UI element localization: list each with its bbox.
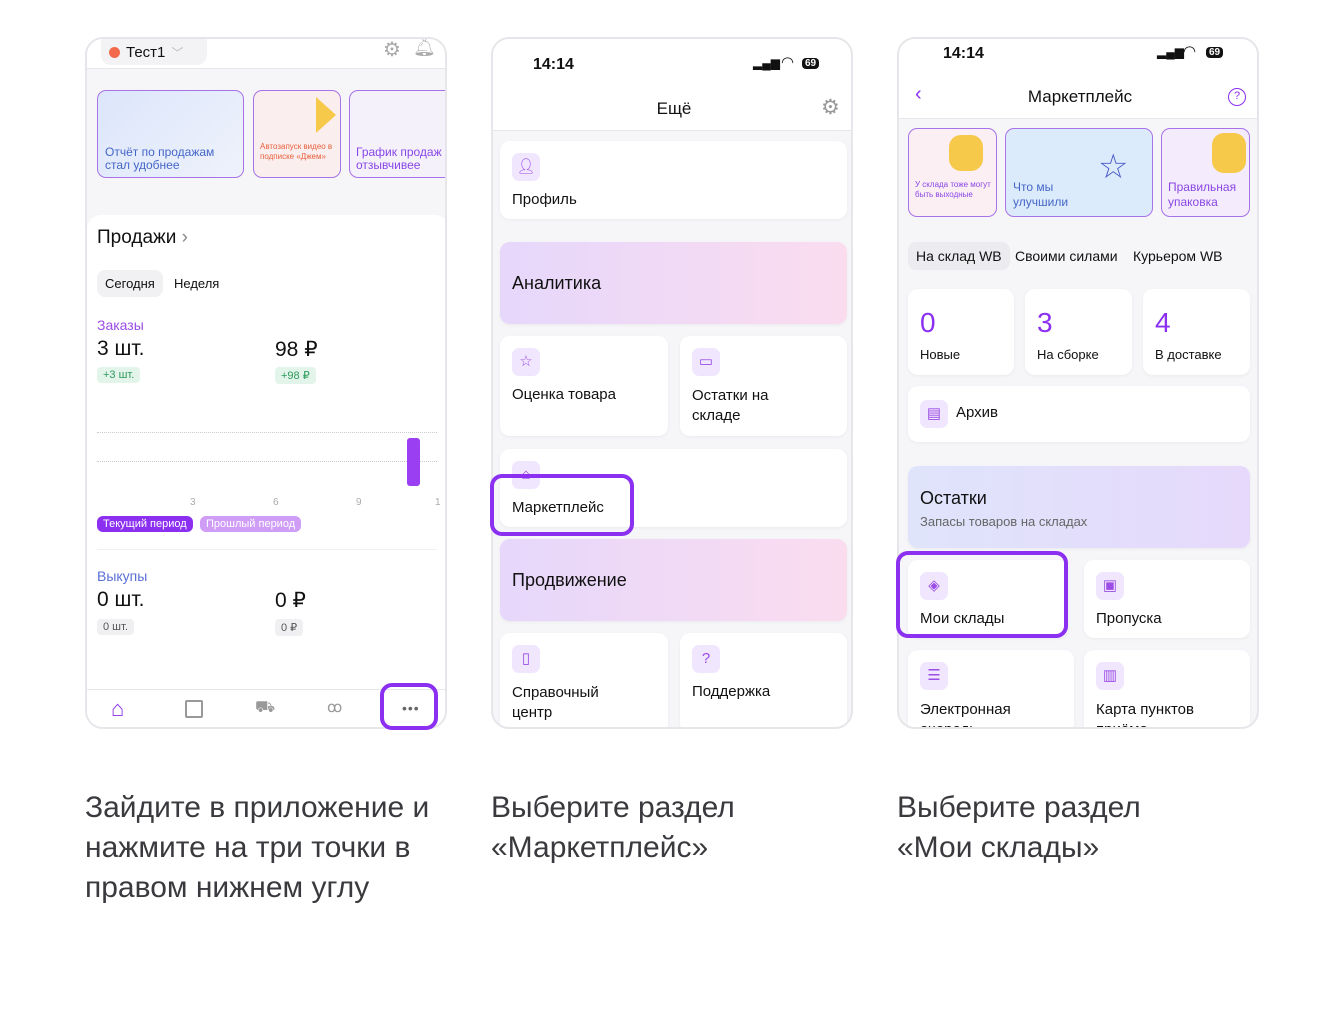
- signal-icon: ▂▄▆: [753, 56, 780, 70]
- banner-weekends[interactable]: У склада тоже могут быть выходные: [908, 128, 997, 217]
- tab-today[interactable]: Сегодня: [97, 270, 163, 297]
- stat-new[interactable]: 0 Новые: [908, 289, 1014, 375]
- bag-icon[interactable]: [185, 700, 203, 718]
- gear-icon[interactable]: ⚙: [821, 96, 840, 119]
- bell-icon[interactable]: 🔔︎: [413, 37, 436, 57]
- banner-autoplay[interactable]: Автозапуск видео в подписке «Джем»: [253, 90, 341, 178]
- tick-label: 6: [273, 497, 279, 508]
- chevron-down-icon: ﹀: [171, 45, 184, 60]
- highlight-more-button: [380, 683, 438, 730]
- page-title: Ещё: [656, 99, 692, 118]
- tab-to-wb-warehouse[interactable]: На склад WB: [908, 242, 1010, 270]
- tick-label: 3: [190, 497, 196, 508]
- banner-sales-report[interactable]: Отчёт по продажам стал удобнее: [97, 90, 244, 178]
- user-icon: 👤︎: [512, 153, 540, 181]
- menu-support[interactable]: ? Поддержка: [680, 633, 847, 727]
- clipboard-icon: ▣: [1096, 572, 1124, 600]
- page-title: Маркетплейс: [1027, 87, 1133, 106]
- orders-count-delta: +3 шт.: [97, 367, 141, 383]
- stat-delivery[interactable]: 4 В доставке: [1143, 289, 1250, 375]
- menu-stock[interactable]: Остатки Запасы товаров на складах: [908, 466, 1250, 548]
- buyouts-count-delta: 0 шт.: [97, 619, 134, 635]
- menu-promotion[interactable]: Продвижение: [500, 539, 847, 621]
- buyouts-count: 0 шт.: [97, 588, 145, 611]
- question-icon: ?: [692, 645, 720, 673]
- back-icon[interactable]: ‹: [915, 83, 922, 105]
- list-icon: ☰: [920, 662, 948, 690]
- phone-more-screen: 14:14 ▂▄▆ ◠ 69 Ещё ⚙ 👤︎ Профиль Аналитик…: [491, 37, 853, 729]
- wifi-icon: ◠: [1183, 43, 1197, 60]
- status-dot-icon: [109, 46, 120, 58]
- menu-stock[interactable]: ▭ Остатки на складе: [680, 336, 847, 436]
- help-icon[interactable]: ?: [1228, 88, 1246, 106]
- orders-sum: 98 ₽: [275, 338, 318, 361]
- caption-step-2: Выберите раздел «Маркетплейс»: [491, 791, 735, 864]
- tab-wb-courier[interactable]: Курьером WB: [1133, 248, 1223, 264]
- sales-title[interactable]: Продажи ›: [97, 227, 188, 248]
- truck-icon[interactable]: ⛟: [255, 699, 276, 716]
- tick-label: 9: [356, 497, 362, 508]
- caption-step-3: Выберите раздел «Мои склады»: [897, 791, 1141, 864]
- menu-archive[interactable]: ▤ Архив: [908, 386, 1250, 442]
- caption-step-1: Зайдите в приложение и нажмите на три то…: [85, 791, 430, 904]
- menu-passes[interactable]: ▣ Пропуска: [1084, 560, 1250, 638]
- tab-own-delivery[interactable]: Своими силами: [1015, 248, 1118, 264]
- more-icon[interactable]: •••: [402, 700, 420, 716]
- buyouts-label: Выкупы: [97, 568, 148, 584]
- battery-icon: 69: [802, 58, 820, 69]
- menu-my-warehouses[interactable]: ◈ Мои склады: [908, 560, 1068, 638]
- menu-pickup-map[interactable]: ▥ Карта пунктов приёма: [1084, 650, 1250, 727]
- tab-week[interactable]: Неделя: [174, 276, 220, 291]
- highlight-marketplace: [490, 474, 634, 536]
- layers-icon: ◈: [920, 572, 948, 600]
- banner-sales-chart[interactable]: График продаж стал отзывчивее: [349, 90, 445, 178]
- map-icon: ▥: [1096, 662, 1124, 690]
- banner-packaging[interactable]: Правильная упаковка: [1161, 128, 1250, 217]
- menu-help-center[interactable]: ▯ Справочный центр: [500, 633, 668, 727]
- phone-marketplace-screen: 14:14 ▂▄▆ ◠ 69 ‹ Маркетплейс ? У склада …: [897, 37, 1259, 729]
- stat-assembly[interactable]: 3 На сборке: [1025, 289, 1132, 375]
- banner-improvements[interactable]: ☆ Что мы улучшили: [1005, 128, 1153, 217]
- gear-icon[interactable]: ⚙: [383, 39, 401, 61]
- shop-name: Тест1: [126, 43, 166, 61]
- home-icon[interactable]: ⌂: [111, 696, 125, 721]
- menu-electronic-queue[interactable]: ☰ Электронная очередь: [908, 650, 1074, 727]
- star-icon: ☆: [512, 348, 540, 376]
- bottom-nav: ⌂ ⛟ ꝏ •••: [87, 689, 445, 727]
- folder-icon: ▭: [692, 348, 720, 376]
- wifi-icon: ◠: [781, 54, 795, 71]
- book-icon: ▯: [512, 645, 540, 673]
- archive-icon: ▤: [920, 400, 948, 428]
- buyouts-sum: 0 ₽: [275, 589, 306, 612]
- buyouts-sum-delta: 0 ₽: [275, 619, 304, 636]
- shop-selector[interactable]: Тест1 ﹀: [101, 39, 207, 65]
- chart-bar: [407, 438, 420, 486]
- highlight-my-warehouses: [896, 551, 1068, 638]
- menu-rating[interactable]: ☆ Оценка товара: [500, 336, 668, 436]
- signal-icon: ▂▄▆: [1157, 45, 1184, 59]
- phone-home-screen: Тест1 ﹀ ⚙ 🔔︎ Отчёт по продажам стал удоб…: [85, 37, 447, 729]
- orders-sum-delta: +98 ₽: [275, 367, 316, 384]
- star-icon: ☆: [1098, 148, 1129, 186]
- users-icon[interactable]: ꝏ: [327, 699, 343, 716]
- sales-panel: Продажи › Сегодня Неделя Заказы 3 шт. 98…: [87, 215, 445, 727]
- legend-current[interactable]: Текущий период: [97, 516, 193, 532]
- orders-label: Заказы: [97, 317, 144, 333]
- legend-previous[interactable]: Прошлый период: [200, 516, 302, 532]
- grid-line: [97, 432, 437, 433]
- menu-analytics[interactable]: Аналитика: [500, 242, 847, 324]
- status-time: 14:14: [533, 56, 574, 73]
- battery-icon: 69: [1206, 47, 1224, 58]
- tick-label: 1: [435, 497, 441, 508]
- status-time: 14:14: [943, 45, 984, 62]
- orders-count: 3 шт.: [97, 337, 145, 360]
- menu-profile[interactable]: 👤︎ Профиль: [500, 141, 847, 219]
- grid-line: [97, 461, 437, 462]
